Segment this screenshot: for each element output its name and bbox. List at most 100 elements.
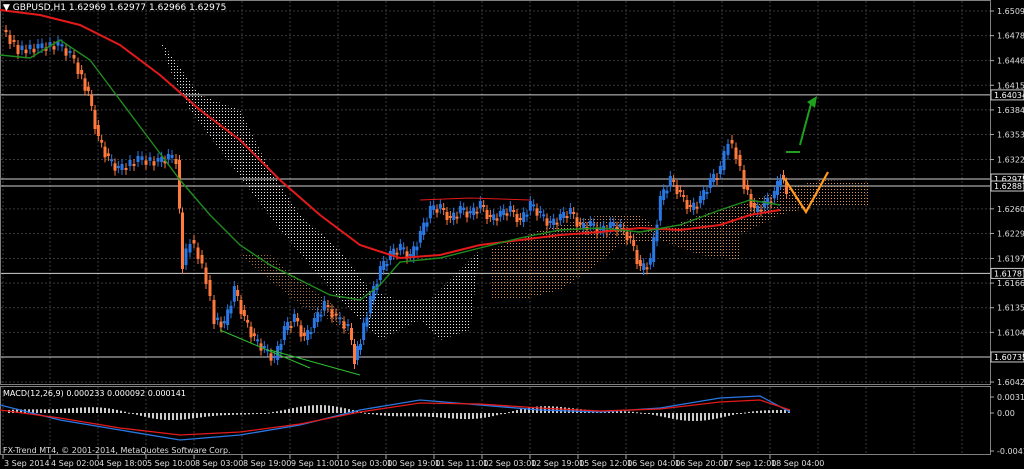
macd-histogram-bar [268, 412, 270, 414]
macd-histogram-bar [556, 406, 558, 413]
candle-body [578, 222, 582, 225]
macd-histogram-bar [648, 413, 650, 415]
macd-histogram-bar [408, 413, 410, 417]
macd-histogram-bar [48, 409, 50, 413]
ma-red [0, 9, 781, 260]
macd-histogram-bar [236, 413, 238, 415]
macd-histogram-bar [76, 407, 78, 413]
macd-histogram-bar [484, 413, 486, 418]
candle-body [625, 232, 629, 240]
time-label: 11 Sep 11:00 [435, 459, 488, 468]
candle-body [738, 155, 742, 166]
candle-body [178, 160, 181, 209]
candle-body [726, 144, 730, 155]
macd-histogram-bar [228, 413, 230, 415]
macd-histogram-bar [252, 413, 254, 415]
candle-body [124, 168, 128, 170]
candle-body [478, 201, 482, 209]
candle-body [64, 48, 68, 56]
candle-body [166, 154, 170, 160]
macd-histogram-bar [116, 409, 118, 413]
macd-histogram-bar [168, 413, 170, 421]
time-label: 18 Sep 04:00 [771, 459, 824, 468]
macd-histogram-bar [204, 413, 206, 417]
macd-histogram-bar [516, 410, 518, 413]
candle-body [688, 205, 692, 207]
macd-histogram-bar [488, 413, 490, 417]
macd-histogram-bar [400, 413, 402, 417]
main-panel-frame [0, 0, 991, 385]
macd-histogram-bar [452, 413, 454, 419]
macd-histogram-bar [292, 408, 294, 413]
macd-histogram-bar [316, 405, 318, 413]
candle-body [106, 153, 110, 156]
candle-body [458, 206, 462, 214]
candle-body [502, 209, 506, 215]
macd-histogram-bar [692, 413, 694, 421]
macd-histogram-bar [88, 407, 90, 413]
candle-body [492, 214, 496, 220]
macd-histogram-bar [500, 413, 502, 415]
forecast-zigzag [783, 171, 829, 215]
candle-body [462, 207, 466, 210]
candle-body [418, 231, 422, 243]
time-label: 9 Sep 11:00 [291, 459, 339, 468]
copyright-text: FX-Trend MT4, © 2001-2014, MetaQuotes So… [3, 446, 231, 455]
candle-body [262, 346, 266, 348]
candle-body [83, 78, 87, 91]
candle-body [226, 309, 230, 325]
macd-histogram-bar [620, 411, 622, 413]
candle-body [759, 209, 763, 212]
candle-body [756, 205, 760, 212]
macd-histogram-bar [40, 409, 42, 413]
candle-body [692, 202, 696, 210]
candle-body [734, 147, 738, 159]
macd-histogram-bar [224, 413, 226, 416]
candle-body [276, 346, 280, 360]
candle-body [472, 207, 476, 215]
candle-body [132, 164, 136, 166]
candle-body [718, 166, 722, 174]
candle-body [488, 215, 492, 217]
macd-histogram-bar [528, 407, 530, 413]
candle-body [236, 290, 240, 296]
candle-body [665, 190, 669, 194]
candle-body [525, 214, 529, 217]
macd-histogram-bar [456, 413, 458, 419]
candle-body [638, 260, 642, 266]
candle-body [60, 44, 64, 47]
macd-name: MACD(12,26,9) [3, 389, 64, 398]
candle-body [120, 164, 124, 170]
candle-body [252, 333, 256, 336]
macd-histogram-bar [548, 406, 550, 413]
candle-body [368, 296, 372, 314]
macd-histogram-bar [36, 409, 38, 413]
macd-histogram-bar [384, 413, 386, 416]
macd-histogram-bar [472, 413, 474, 419]
candle-body [762, 201, 766, 208]
macd-histogram-bar [684, 413, 686, 421]
candle-body [239, 300, 243, 314]
candle-body [482, 205, 486, 207]
candle-body [148, 157, 152, 161]
candle-body [342, 321, 346, 329]
macd-histogram-bar [468, 413, 470, 420]
time-label: 8 Sep 19:00 [243, 459, 291, 468]
macd-histogram-bar [144, 413, 146, 417]
candle-body [405, 251, 409, 259]
candle-body [200, 255, 204, 264]
candle-body [292, 314, 296, 322]
candle-body [289, 326, 293, 328]
candle-body [652, 237, 656, 262]
candle-body [445, 212, 449, 220]
candle-body [322, 301, 326, 311]
level-tag [990, 180, 1024, 192]
time-label: 12 Sep 03:00 [483, 459, 536, 468]
candle-body [612, 222, 616, 226]
candle-body [80, 70, 84, 75]
macd-histogram-bar [740, 413, 742, 414]
macd-histogram-bar [340, 407, 342, 413]
candle-body [572, 212, 576, 214]
candle-body [330, 309, 334, 318]
